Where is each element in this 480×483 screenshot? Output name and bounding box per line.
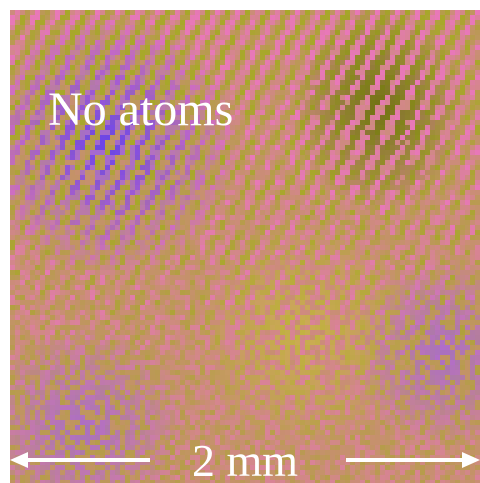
scale-bar-label: 2 mm [191,435,299,483]
fringe-pattern-image [10,10,480,483]
absorption-image: No atoms 2 mm [10,10,480,483]
image-label: No atoms [48,83,234,136]
